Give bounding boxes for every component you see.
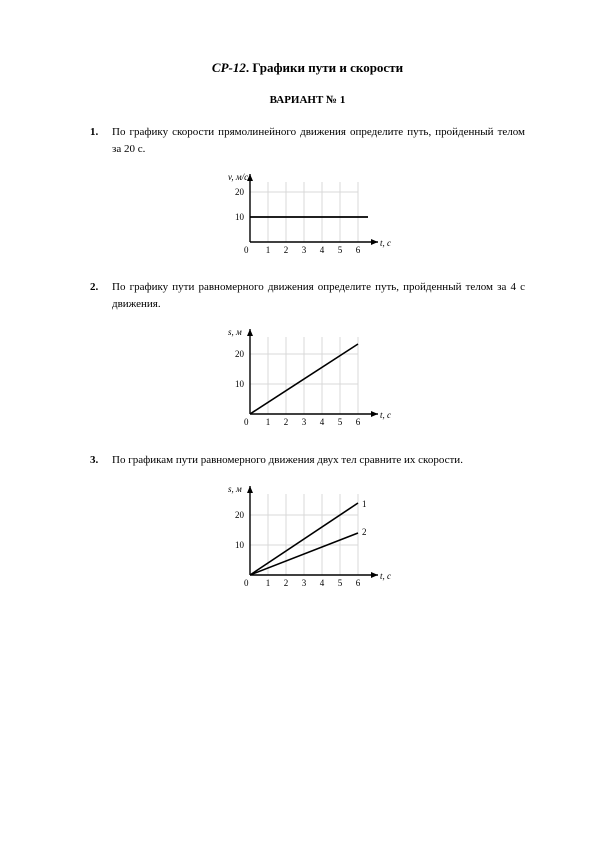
svg-text:10: 10 xyxy=(235,212,245,222)
svg-text:20: 20 xyxy=(235,510,245,520)
problem-3: 3. По графикам пути равномерного движени… xyxy=(90,452,525,469)
svg-text:20: 20 xyxy=(235,187,245,197)
svg-text:4: 4 xyxy=(320,578,325,588)
svg-text:5: 5 xyxy=(338,245,343,255)
svg-text:t, с: t, с xyxy=(380,410,391,420)
problem-number: 2. xyxy=(90,279,112,312)
svg-text:5: 5 xyxy=(338,417,343,427)
svg-text:6: 6 xyxy=(356,417,361,427)
svg-text:4: 4 xyxy=(320,417,325,427)
chart-1-wrap: 1 2 3 4 5 6 0 t, с 10 20 v, м/с xyxy=(90,167,525,257)
svg-text:s, м: s, м xyxy=(228,484,242,494)
svg-text:0: 0 xyxy=(244,245,249,255)
svg-text:3: 3 xyxy=(302,578,307,588)
svg-text:2: 2 xyxy=(284,245,289,255)
svg-text:3: 3 xyxy=(302,245,307,255)
problem-text: По графику пути равномерного движения оп… xyxy=(112,279,525,312)
problem-text: По графикам пути равномерного движения д… xyxy=(112,452,525,469)
svg-text:20: 20 xyxy=(235,349,245,359)
variant-heading: ВАРИАНТ № 1 xyxy=(90,94,525,106)
svg-text:1: 1 xyxy=(266,245,271,255)
svg-text:s, м: s, м xyxy=(228,327,242,337)
svg-text:5: 5 xyxy=(338,578,343,588)
svg-text:2: 2 xyxy=(284,578,289,588)
svg-text:1: 1 xyxy=(266,417,271,427)
svg-text:2: 2 xyxy=(362,527,367,537)
chart: 1 2 3 4 5 6 0 t, с 10 20 s, м 1 2 xyxy=(220,479,395,591)
svg-text:1: 1 xyxy=(266,578,271,588)
svg-text:10: 10 xyxy=(235,379,245,389)
page-title: СР-12. Графики пути и скорости xyxy=(90,60,525,76)
problem-text: По графику скорости прямолинейного движе… xyxy=(112,124,525,157)
title-prefix: СР-12 xyxy=(212,60,246,75)
svg-text:0: 0 xyxy=(244,417,249,427)
page: СР-12. Графики пути и скорости ВАРИАНТ №… xyxy=(0,0,595,653)
svg-text:6: 6 xyxy=(356,578,361,588)
svg-text:4: 4 xyxy=(320,245,325,255)
problem-number: 3. xyxy=(90,452,112,469)
problem-1: 1. По графику скорости прямолинейного дв… xyxy=(90,124,525,157)
chart: 1 2 3 4 5 6 0 t, с 10 20 v, м/с xyxy=(220,167,395,257)
svg-text:3: 3 xyxy=(302,417,307,427)
svg-text:0: 0 xyxy=(244,578,249,588)
svg-text:1: 1 xyxy=(362,499,367,509)
chart-3-wrap: 1 2 3 4 5 6 0 t, с 10 20 s, м 1 2 xyxy=(90,479,525,591)
chart: 1 2 3 4 5 6 0 t, с 10 20 s, м xyxy=(220,322,395,430)
svg-text:v, м/с: v, м/с xyxy=(228,172,248,182)
chart-2-wrap: 1 2 3 4 5 6 0 t, с 10 20 s, м xyxy=(90,322,525,430)
svg-text:6: 6 xyxy=(356,245,361,255)
problem-number: 1. xyxy=(90,124,112,157)
svg-text:t, с: t, с xyxy=(380,571,391,581)
problem-2: 2. По графику пути равномерного движения… xyxy=(90,279,525,312)
svg-text:t, с: t, с xyxy=(380,238,391,248)
svg-text:10: 10 xyxy=(235,540,245,550)
svg-text:2: 2 xyxy=(284,417,289,427)
title-rest: . Графики пути и скорости xyxy=(246,60,403,75)
